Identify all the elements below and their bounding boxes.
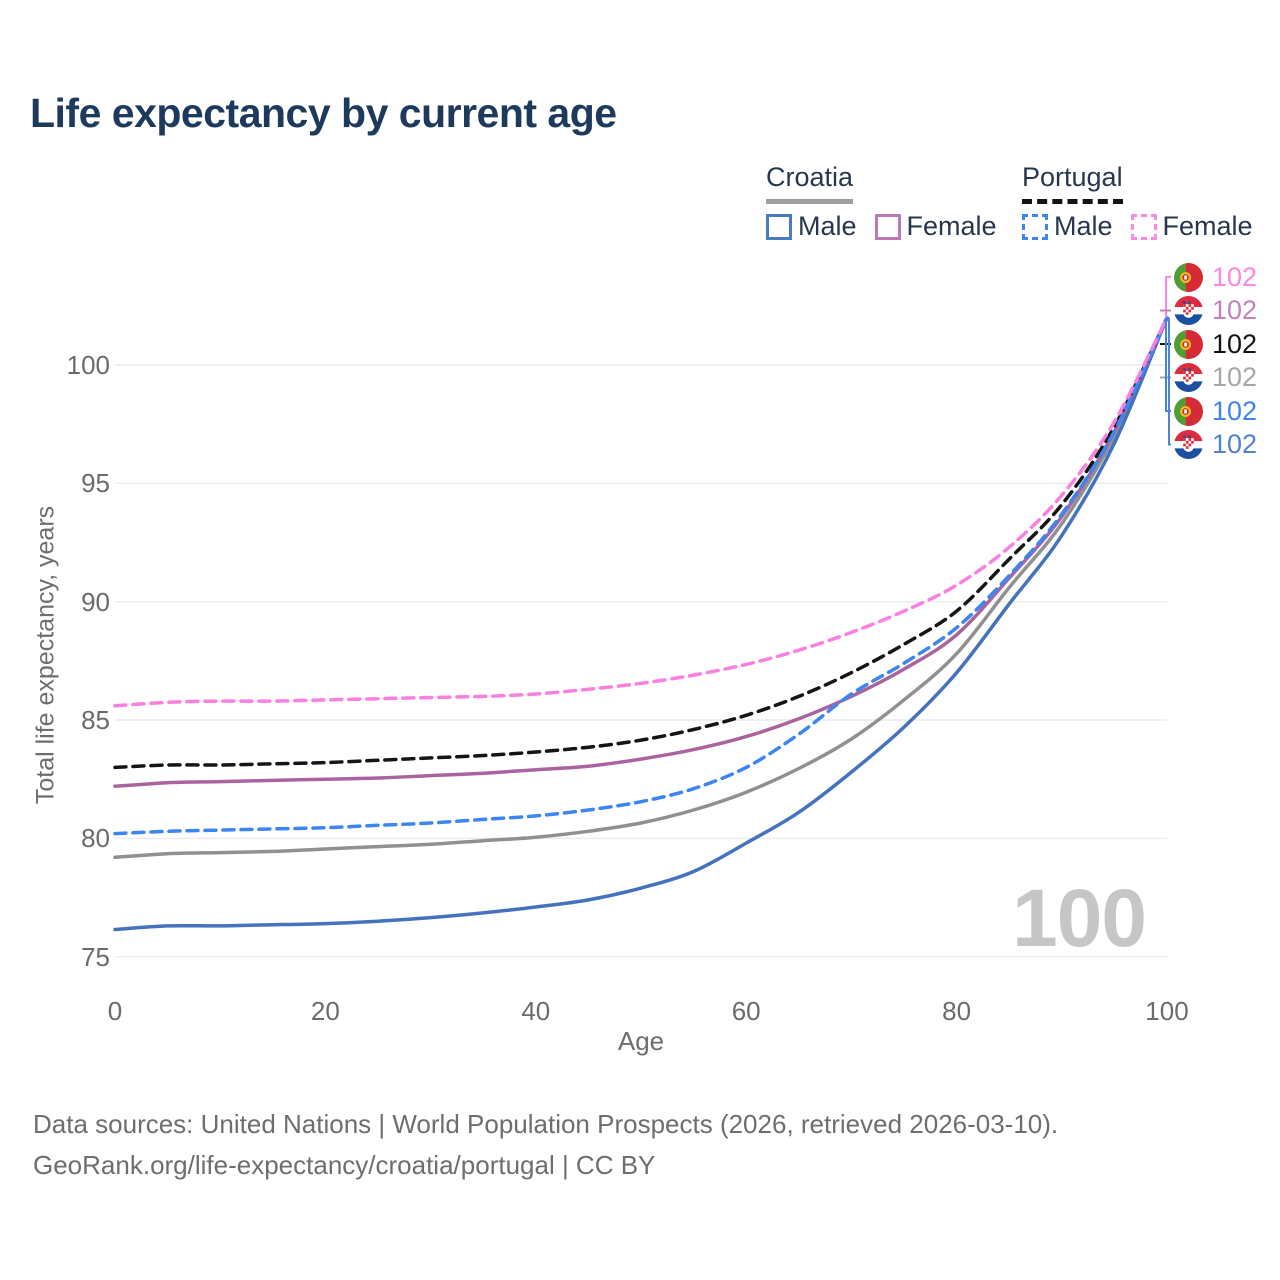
croatia-flag-icon (1174, 363, 1203, 392)
x-tick-100: 100 (1145, 996, 1189, 1026)
x-tick-40: 40 (521, 996, 551, 1026)
series-line-portugal-male[interactable] (113, 315, 1169, 836)
endpoint-value: 102 (1212, 295, 1258, 325)
endpoint-value: 102 (1212, 328, 1258, 359)
endpoint-connector-croatia-male (1168, 317, 1171, 446)
x-tick-20: 20 (310, 996, 340, 1026)
portugal-flag-icon (1174, 330, 1203, 359)
legend-items-croatia: Male Female (766, 211, 997, 242)
endpoint-label-croatia-female: 102 (1174, 295, 1257, 327)
y-tick-90: 90 (81, 586, 110, 617)
legend-label-portugal-male: Male (1054, 211, 1113, 241)
legend-item-croatia-male[interactable]: Male (766, 211, 857, 242)
endpoint-label-portugal-total: 102 (1174, 328, 1257, 360)
legend-group-portugal: Portugal Male Female (1022, 162, 1253, 242)
endpoint-value: 102 (1212, 261, 1258, 292)
legend-item-portugal-female[interactable]: Female (1130, 211, 1253, 242)
portugal-female-swatch-icon (1130, 213, 1157, 240)
croatia-flag-icon (1174, 296, 1203, 325)
footer-data-sources: Data sources: United Nations | World Pop… (33, 1109, 1059, 1139)
footer-attribution: GeoRank.org/life-expectancy/croatia/port… (33, 1150, 656, 1180)
portugal-male-swatch-icon (1022, 213, 1048, 240)
current-age-watermark: 100 (1012, 873, 1147, 964)
legend-item-croatia-female[interactable]: Female (874, 211, 997, 242)
legend-group-croatia: Croatia Male Female (766, 162, 997, 242)
endpoint-label-portugal-male: 102 (1174, 395, 1257, 427)
portugal-flag-icon (1174, 397, 1203, 426)
endpoint-connector-portugal-female (1165, 276, 1171, 318)
portugal-flag-icon (1174, 263, 1203, 292)
croatia-flag-icon (1174, 430, 1203, 459)
legend-items-portugal: Male Female (1022, 211, 1253, 242)
croatia-female-swatch-icon (874, 213, 901, 240)
endpoint-label-portugal-female: 102 (1174, 261, 1257, 293)
series-line-croatia-female[interactable] (113, 315, 1169, 789)
endpoint-value: 102 (1212, 429, 1258, 459)
legend-country-label-croatia: Croatia (766, 162, 854, 192)
y-tick-75: 75 (81, 941, 110, 972)
legend-country-portugal[interactable]: Portugal (1022, 162, 1123, 204)
legend-label-portugal-female: Female (1162, 211, 1253, 241)
legend-country-croatia[interactable]: Croatia (766, 162, 854, 204)
series-line-portugal-female[interactable] (113, 315, 1169, 708)
legend-label-croatia-female: Female (906, 211, 997, 241)
x-tick-60: 60 (731, 996, 761, 1026)
x-axis-title: Age (617, 1026, 665, 1056)
series-line-portugal-total[interactable] (113, 315, 1169, 770)
footer: Data sources: United Nations | World Pop… (33, 1104, 1058, 1186)
series-line-croatia-total[interactable] (113, 315, 1169, 860)
endpoint-label-croatia-total: 102 (1174, 362, 1257, 394)
endpoint-value: 102 (1212, 362, 1258, 392)
legend-country-label-portugal: Portugal (1022, 162, 1123, 192)
y-tick-85: 85 (81, 705, 110, 736)
croatia-male-swatch-icon (766, 213, 792, 240)
y-tick-95: 95 (81, 468, 110, 499)
y-tick-100: 100 (66, 350, 110, 380)
y-axis-title: Total life expectancy, years (31, 505, 60, 805)
endpoint-label-croatia-male: 102 (1174, 429, 1257, 461)
x-tick-80: 80 (942, 996, 972, 1026)
page-title: Life expectancy by current age (30, 90, 617, 136)
legend-label-croatia-male: Male (798, 211, 857, 241)
series-line-croatia-male[interactable] (113, 315, 1169, 932)
legend-item-portugal-male[interactable]: Male (1022, 211, 1113, 242)
x-tick-0: 0 (107, 996, 123, 1026)
y-tick-80: 80 (81, 823, 110, 854)
endpoint-value: 102 (1212, 395, 1258, 426)
